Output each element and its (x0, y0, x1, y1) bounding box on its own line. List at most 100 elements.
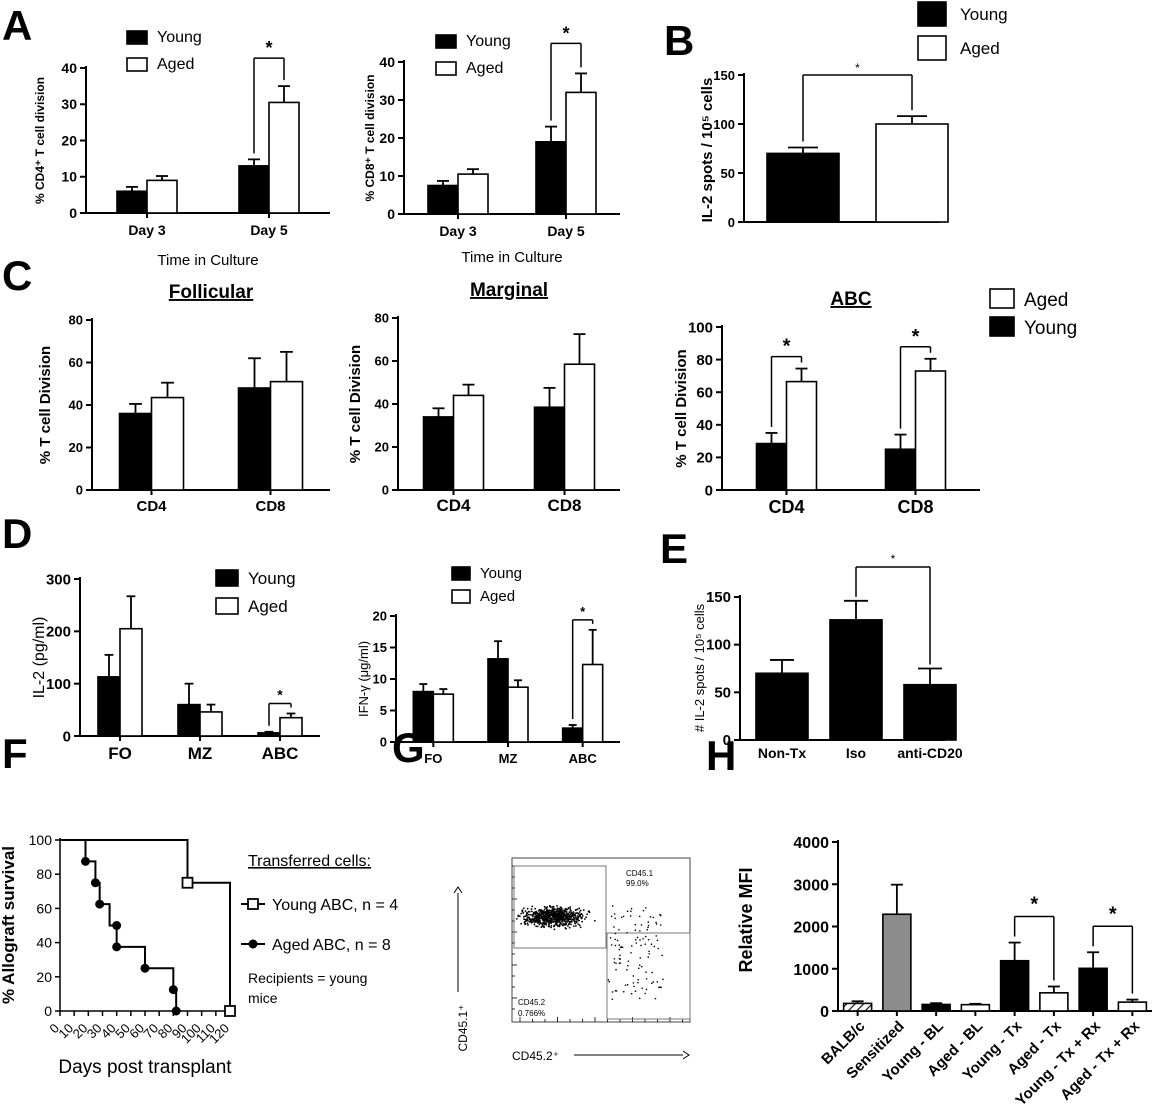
legend-swatch-young (917, 1, 947, 27)
y-axis-title: Relative MFI (736, 867, 756, 972)
legend-label-aged: Aged (480, 588, 515, 605)
gate-cd45-1 (513, 865, 607, 949)
event-dot (618, 928, 620, 931)
event-dot (627, 960, 630, 962)
marker-aged (168, 985, 178, 995)
y-tick-label: 20 (373, 609, 387, 624)
panel-letter-H: H (706, 732, 736, 779)
event-dot (526, 907, 529, 910)
event-dot (638, 915, 641, 918)
y-tick-label: 20 (375, 440, 389, 455)
event-dot (531, 917, 534, 920)
event-dot (536, 916, 538, 919)
legend-label-aged: Aged (466, 60, 503, 77)
event-dot (579, 909, 582, 912)
event-dot (552, 909, 554, 912)
legend-label-aged: Aged (1024, 290, 1068, 311)
x-tick-label: Iso (846, 745, 866, 761)
event-dot (633, 985, 635, 988)
event-dot (541, 925, 544, 927)
event-dot (607, 979, 610, 981)
event-dot (543, 926, 545, 929)
event-dot (517, 915, 520, 918)
event-dot (573, 914, 576, 917)
y-tick-label: 50 (714, 684, 731, 701)
event-dot (532, 919, 535, 921)
event-dot (647, 924, 650, 927)
bar-young-bl (921, 1003, 951, 1012)
significance-star: * (783, 336, 791, 358)
bar-aged (119, 627, 143, 737)
event-dot (661, 954, 663, 957)
x-tick-label: FO (108, 744, 132, 763)
y-tick-label: 0 (76, 483, 83, 498)
event-dot (543, 922, 546, 925)
event-dot (636, 936, 639, 939)
event-dot (521, 910, 524, 912)
event-dot (567, 919, 570, 922)
event-dot (574, 914, 577, 917)
y-arrow-head (453, 886, 463, 894)
event-dot (565, 908, 568, 911)
event-dot (550, 919, 553, 921)
event-dot (527, 919, 529, 922)
note-line-2: mice (248, 990, 278, 1006)
event-dot (550, 922, 552, 925)
event-dot (571, 913, 574, 915)
marker-aged (112, 921, 122, 930)
event-dot (548, 923, 550, 926)
event-dot (622, 990, 625, 993)
bar-aged (432, 693, 455, 743)
event-dot (568, 911, 571, 913)
y-axis-title: IL-2 (pg/ml) (31, 617, 48, 699)
event-dot (618, 962, 621, 964)
bar-aged (581, 663, 604, 743)
chart-D2: 0 5 10 15 20 FO MZ ABC IFN-γ (μg/ml) * Young Aged (356, 565, 620, 766)
event-dot (567, 917, 570, 920)
event-dot (637, 978, 640, 981)
event-dot (532, 915, 534, 918)
cluster-cd45-2 (607, 905, 664, 1000)
event-dot (520, 922, 523, 925)
event-dot (568, 921, 571, 923)
x-tick-label: Day 3 (128, 222, 166, 238)
event-dot (523, 918, 526, 921)
bar-balb-c (842, 1002, 873, 1012)
event-dot (568, 923, 571, 925)
event-dot (644, 907, 647, 909)
event-dot (583, 918, 586, 920)
y-tick-label: 40 (36, 935, 52, 951)
marker-aged (112, 942, 122, 952)
event-dot (576, 908, 579, 911)
significance-star: * (562, 23, 569, 43)
gate-percent-cd45-2: 0.766% (518, 1009, 545, 1018)
event-dot (655, 923, 658, 925)
event-dot (614, 932, 617, 935)
event-dot (561, 915, 563, 918)
event-dot (551, 913, 553, 916)
event-dot (613, 961, 616, 964)
panel-letter-D: D (2, 510, 32, 557)
bar-young-tx-rx (1078, 967, 1108, 1012)
event-dot (529, 914, 532, 916)
event-dot (565, 923, 567, 926)
event-dot (635, 942, 638, 944)
y-tick-label: 1000 (793, 962, 829, 979)
event-dot (568, 926, 571, 929)
marker-aged (90, 878, 100, 888)
legend-title: Transferred cells: (248, 853, 371, 870)
panel-letter-E: E (660, 525, 688, 572)
gate-percent-cd45-1: 99.0% (626, 879, 649, 888)
event-dot (531, 919, 534, 921)
event-dot (644, 935, 647, 938)
y-tick-label: 0 (705, 482, 713, 499)
event-dot (658, 986, 660, 989)
event-dot (574, 916, 577, 918)
chart-A1: 0 10 20 30 40 Day 3 Day 5 % CD4⁺ T cell divisio… (33, 29, 330, 269)
significance-star: * (912, 326, 920, 348)
event-dot (568, 915, 571, 918)
bar-aged (269, 380, 304, 491)
bar-young (487, 658, 509, 743)
y-axis-title: IFN-γ (μg/ml) (356, 641, 371, 717)
event-dot (524, 923, 527, 925)
